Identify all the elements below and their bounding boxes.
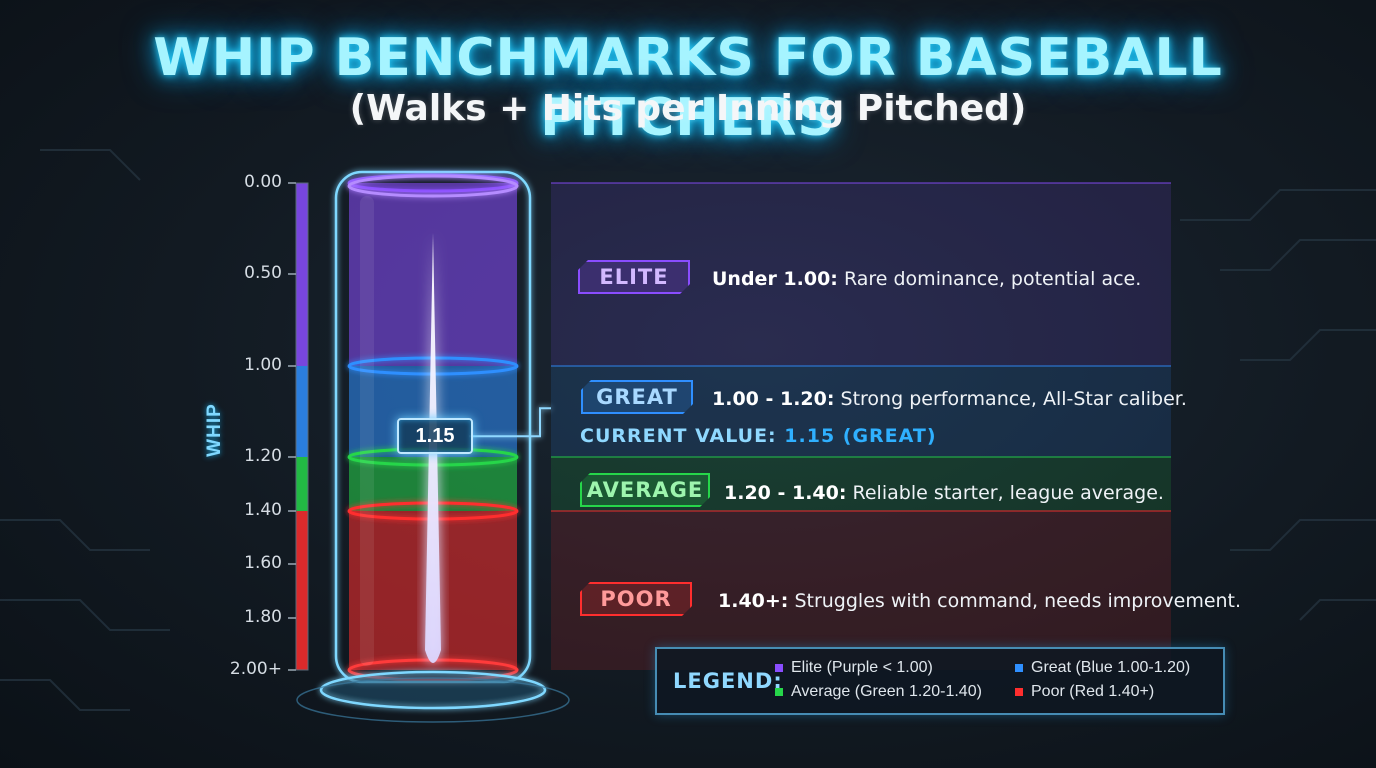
y-tick-label: 0.00 — [244, 172, 282, 192]
legend-swatch — [775, 687, 783, 696]
tube-base — [319, 670, 547, 710]
y-tick-label: 0.50 — [244, 263, 282, 283]
current-value-prefix: CURRENT VALUE: — [580, 425, 777, 447]
axis-strip-elite — [296, 183, 308, 366]
axis-strip-outline — [295, 182, 309, 671]
chart-subtitle: (Walks + Hits per Inning Pitched) — [349, 88, 1027, 129]
range-label-great: 1.00 - 1.20: — [712, 388, 835, 410]
badge-average: AVERAGE — [580, 473, 710, 507]
range-label-elite: Under 1.00: — [712, 268, 838, 290]
band-panel-average — [551, 457, 1171, 511]
legend-item: Elite (Purple < 1.00) — [775, 659, 933, 677]
band-panel-great — [551, 366, 1171, 457]
y-tick-label: 1.20 — [244, 446, 282, 466]
chart-title: WHIP BENCHMARKS FOR BASEBALL PITCHERS — [153, 28, 1223, 148]
tube-base-ring — [296, 677, 570, 723]
legend-title: LEGEND: — [673, 669, 783, 693]
range-label-poor: 1.40+: — [718, 590, 789, 612]
axis-strip-poor — [296, 511, 308, 670]
current-value-text: CURRENT VALUE: 1.15 (GREAT) — [580, 425, 937, 447]
tube-highlight — [360, 196, 374, 666]
legend-item: Poor (Red 1.40+) — [1015, 683, 1154, 701]
legend-item: Great (Blue 1.00-1.20) — [1015, 659, 1190, 677]
legend-swatch — [1015, 663, 1023, 672]
description-text-elite: Rare dominance, potential ace. — [837, 268, 1142, 290]
y-tick-label: 1.60 — [244, 553, 282, 573]
y-tick-label: 1.40 — [244, 500, 282, 520]
legend-label: Poor (Red 1.40+) — [1031, 683, 1155, 700]
tube-top-rim — [347, 174, 519, 198]
description-text-poor: Struggles with command, needs improvemen… — [788, 590, 1242, 612]
y-tick-label: 2.00+ — [229, 659, 282, 679]
band-panel-elite — [551, 183, 1171, 366]
range-label-average: 1.20 - 1.40: — [724, 482, 847, 504]
description-text-great: Strong performance, All-Star caliber. — [834, 388, 1187, 410]
legend-swatch — [1015, 687, 1023, 696]
circuit-decoration — [0, 149, 1376, 711]
badge-great: GREAT — [581, 380, 693, 414]
band-panel-poor — [551, 511, 1171, 670]
legend-label: Average (Green 1.20-1.40) — [791, 683, 982, 700]
y-tick-label: 1.80 — [244, 607, 282, 627]
axis-strip-average — [296, 457, 308, 511]
description-great: 1.00 - 1.20: Strong performance, All-Sta… — [712, 388, 1187, 410]
current-value-reading: 1.15 (GREAT) — [784, 425, 937, 447]
y-tick-label: 1.00 — [244, 355, 282, 375]
legend-swatch — [775, 663, 783, 672]
legend-label: Elite (Purple < 1.00) — [791, 659, 933, 676]
current-value-marker: 1.15 — [397, 418, 473, 455]
current-value-connector — [469, 407, 551, 438]
description-elite: Under 1.00: Rare dominance, potential ac… — [712, 268, 1141, 290]
y-axis-label: WHIP — [204, 403, 225, 457]
description-average: 1.20 - 1.40: Reliable starter, league av… — [724, 482, 1164, 504]
legend: LEGEND: Elite (Purple < 1.00) Great (Blue… — [655, 647, 1225, 715]
legend-item: Average (Green 1.20-1.40) — [775, 683, 982, 701]
badge-poor: POOR — [580, 582, 692, 616]
badge-elite: ELITE — [578, 260, 690, 294]
description-text-average: Reliable starter, league average. — [846, 482, 1164, 504]
description-poor: 1.40+: Struggles with command, needs imp… — [718, 590, 1241, 612]
legend-label: Great (Blue 1.00-1.20) — [1031, 659, 1191, 676]
axis-strip-great — [296, 366, 308, 457]
